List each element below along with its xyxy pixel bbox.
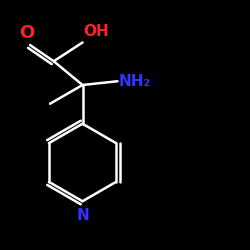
- Text: OH: OH: [84, 24, 110, 40]
- Text: O: O: [19, 24, 34, 42]
- Text: NH₂: NH₂: [119, 74, 151, 89]
- Text: N: N: [76, 208, 89, 223]
